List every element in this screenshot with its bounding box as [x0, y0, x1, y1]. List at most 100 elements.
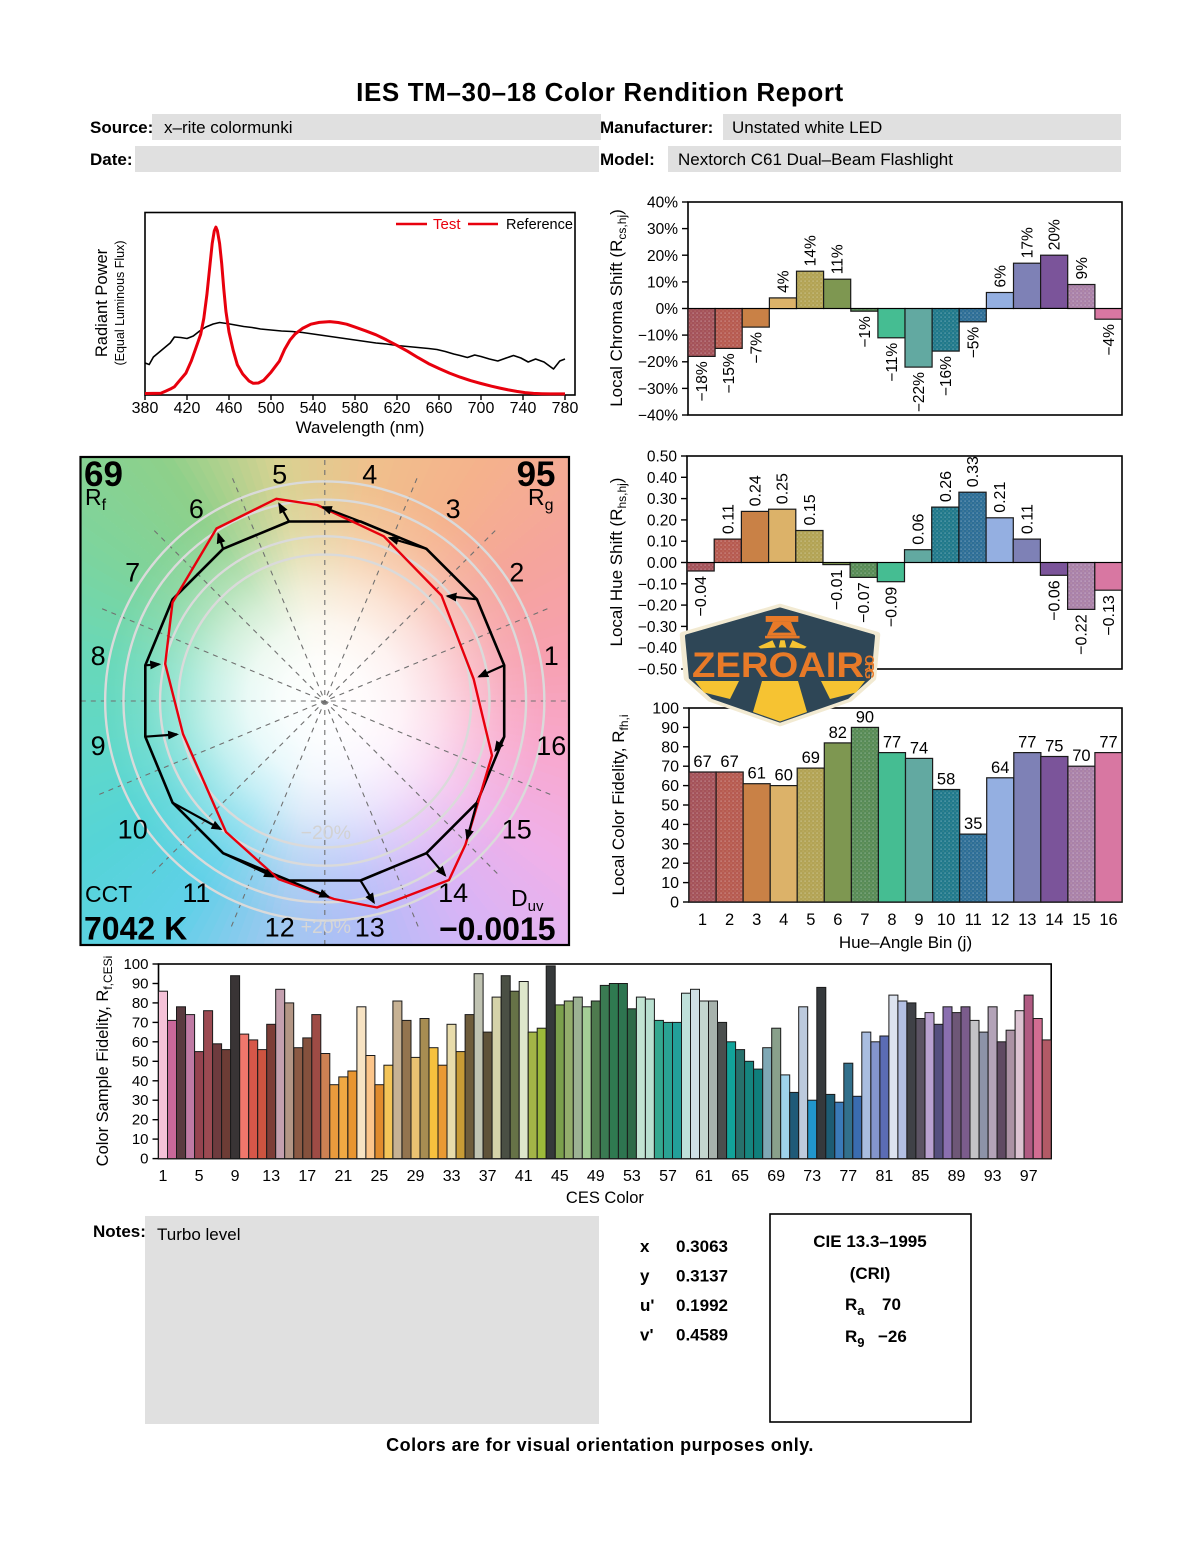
- svg-text:−22%: −22%: [911, 372, 928, 412]
- svg-text:1: 1: [698, 911, 707, 929]
- svg-text:77: 77: [839, 1168, 857, 1185]
- svg-text:21: 21: [335, 1168, 353, 1185]
- svg-text:−0.07: −0.07: [856, 582, 873, 623]
- svg-text:Local Chroma Shift (Rcs,hj): Local Chroma Shift (Rcs,hj): [607, 209, 629, 407]
- svg-text:ORG: ORG: [862, 655, 876, 679]
- svg-text:69: 69: [767, 1168, 785, 1185]
- svg-text:0.24: 0.24: [748, 475, 765, 506]
- svg-text:500: 500: [258, 400, 285, 417]
- svg-text:25: 25: [371, 1168, 389, 1185]
- svg-text:85: 85: [912, 1168, 930, 1185]
- svg-text:Colors are for visual orientat: Colors are for visual orientation purpos…: [386, 1435, 814, 1455]
- svg-text:50: 50: [661, 798, 679, 815]
- svg-text:660: 660: [426, 400, 453, 417]
- svg-text:5: 5: [806, 911, 815, 929]
- svg-text:−15%: −15%: [721, 353, 738, 393]
- svg-text:Unstated white LED: Unstated white LED: [732, 118, 882, 137]
- svg-text:Local Color Fidelity, Rfh,i: Local Color Fidelity, Rfh,i: [609, 714, 631, 895]
- svg-text:58: 58: [937, 771, 955, 789]
- svg-text:Hue–Angle Bin (j): Hue–Angle Bin (j): [839, 933, 972, 952]
- svg-text:−30%: −30%: [638, 381, 678, 398]
- svg-text:4: 4: [362, 459, 377, 489]
- svg-text:90: 90: [661, 720, 679, 737]
- svg-text:−1%: −1%: [857, 316, 874, 348]
- svg-text:x–rite colormunki: x–rite colormunki: [164, 118, 293, 137]
- svg-text:Turbo level: Turbo level: [157, 1225, 240, 1244]
- svg-text:70: 70: [132, 1014, 149, 1031]
- svg-text:−7%: −7%: [748, 332, 765, 364]
- svg-text:13: 13: [1018, 911, 1036, 929]
- svg-text:100: 100: [123, 956, 148, 973]
- svg-text:77: 77: [1099, 734, 1117, 752]
- svg-text:14: 14: [438, 878, 468, 908]
- svg-text:13: 13: [355, 913, 385, 943]
- svg-text:40: 40: [661, 817, 679, 834]
- svg-text:ZEROAIR: ZEROAIR: [692, 646, 864, 685]
- svg-text:740: 740: [510, 400, 537, 417]
- svg-text:60: 60: [775, 767, 793, 785]
- svg-text:5: 5: [272, 459, 287, 489]
- svg-text:15: 15: [502, 814, 532, 844]
- svg-text:−11%: −11%: [884, 343, 901, 382]
- svg-text:9: 9: [914, 911, 923, 929]
- svg-text:780: 780: [552, 400, 579, 417]
- svg-text:−10%: −10%: [638, 328, 678, 345]
- svg-text:620: 620: [384, 400, 411, 417]
- svg-text:90: 90: [856, 708, 874, 726]
- svg-text:−0.40: −0.40: [638, 640, 678, 657]
- svg-text:Local Hue Shift (Rhs,hj): Local Hue Shift (Rhs,hj): [607, 478, 629, 647]
- svg-text:10: 10: [937, 911, 955, 929]
- svg-text:0.00: 0.00: [647, 555, 678, 572]
- svg-text:80: 80: [132, 995, 149, 1012]
- svg-text:8: 8: [887, 911, 896, 929]
- svg-text:12: 12: [991, 911, 1009, 929]
- svg-text:11: 11: [965, 911, 982, 929]
- svg-text:1: 1: [544, 641, 559, 671]
- svg-text:Model:: Model:: [600, 150, 655, 169]
- svg-text:6%: 6%: [992, 265, 1009, 288]
- svg-text:0.3137: 0.3137: [676, 1267, 728, 1286]
- svg-text:Rf: Rf: [85, 484, 107, 514]
- svg-text:+20%: +20%: [301, 916, 351, 938]
- svg-text:77: 77: [883, 734, 901, 752]
- svg-text:70: 70: [661, 759, 679, 776]
- svg-text:14%: 14%: [803, 235, 820, 266]
- svg-text:−18%: −18%: [694, 361, 711, 401]
- svg-text:33: 33: [443, 1168, 461, 1185]
- svg-text:97: 97: [1020, 1168, 1038, 1185]
- svg-text:3: 3: [752, 911, 761, 929]
- svg-text:5: 5: [195, 1168, 204, 1185]
- svg-text:13: 13: [262, 1168, 280, 1185]
- svg-text:93: 93: [984, 1168, 1002, 1185]
- svg-text:0.26: 0.26: [938, 471, 955, 502]
- svg-text:380: 380: [132, 400, 159, 417]
- svg-text:0: 0: [670, 895, 679, 912]
- svg-text:0%: 0%: [656, 301, 679, 318]
- svg-text:−0.06: −0.06: [1047, 580, 1064, 621]
- svg-text:0: 0: [140, 1151, 148, 1168]
- svg-text:9: 9: [231, 1168, 240, 1185]
- svg-text:73: 73: [803, 1168, 821, 1185]
- svg-text:2: 2: [725, 911, 734, 929]
- svg-text:67: 67: [693, 753, 711, 771]
- svg-text:7042 K: 7042 K: [84, 911, 187, 947]
- svg-text:20: 20: [661, 856, 679, 873]
- svg-text:−0.13: −0.13: [1101, 595, 1118, 636]
- svg-text:61: 61: [748, 765, 766, 783]
- svg-text:69: 69: [802, 749, 820, 767]
- svg-text:9%: 9%: [1074, 257, 1091, 280]
- svg-text:37: 37: [479, 1168, 497, 1185]
- svg-text:40%: 40%: [647, 195, 678, 212]
- svg-text:11%: 11%: [830, 244, 847, 274]
- svg-text:−0.01: −0.01: [829, 569, 846, 610]
- svg-text:Color Sample Fidelity, Rf,CESi: Color Sample Fidelity, Rf,CESi: [94, 956, 115, 1167]
- svg-text:−0.22: −0.22: [1074, 614, 1091, 655]
- svg-text:80: 80: [661, 739, 679, 756]
- svg-text:Notes:: Notes:: [93, 1222, 146, 1241]
- svg-text:−0.0015: −0.0015: [439, 911, 556, 947]
- svg-text:49: 49: [587, 1168, 605, 1185]
- svg-text:0.1992: 0.1992: [676, 1296, 728, 1315]
- svg-text:580: 580: [342, 400, 369, 417]
- svg-text:x: x: [640, 1237, 650, 1256]
- svg-text:45: 45: [551, 1168, 569, 1185]
